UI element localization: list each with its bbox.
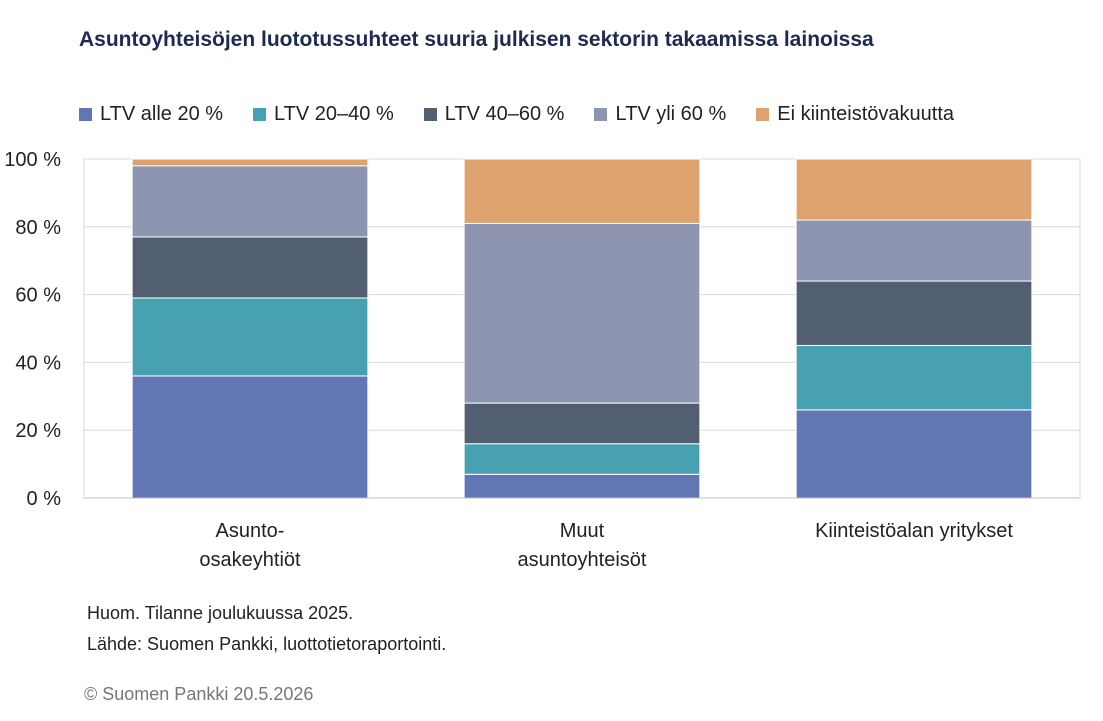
bar-segment [463, 402, 701, 445]
legend-item: LTV yli 60 % [594, 103, 726, 126]
x-category-label: Muut asuntoyhteisöt [518, 520, 647, 571]
legend-item: Ei kiinteistövakuutta [756, 103, 954, 126]
y-tick-label: 40 % [15, 352, 61, 374]
y-tick-label: 0 % [27, 488, 62, 510]
legend-label: LTV 40–60 % [444, 102, 565, 125]
legend-item: LTV 20–40 % [253, 103, 394, 126]
legend-label: LTV 20–40 % [274, 102, 394, 125]
legend-item: LTV alle 20 % [79, 103, 223, 126]
legend-label: LTV alle 20 % [100, 102, 224, 125]
legend-swatch [423, 107, 437, 121]
legend-swatch [594, 107, 608, 121]
y-tick-label: 80 % [15, 217, 61, 239]
chart-title: Asuntoyhteisöjen luototussuhteet suuria … [79, 28, 874, 51]
bar-segment [463, 443, 701, 475]
legend-swatch [79, 107, 92, 121]
y-tick-label: 60 % [15, 285, 61, 307]
legend-label: LTV yli 60 % [615, 102, 727, 125]
bar-segment [131, 158, 369, 167]
y-tick-label: 100 % [4, 149, 61, 171]
bar-segment [463, 222, 701, 404]
y-tick-label: 20 % [15, 420, 61, 442]
x-category-label: Asunto-osakeyhtiöt [199, 520, 301, 571]
x-category-label: Kiinteistöalan yritykset [815, 520, 1013, 542]
bar-segment [131, 297, 369, 377]
bar-segment [795, 280, 1033, 346]
bar-segment [795, 344, 1033, 411]
bar-segment [795, 158, 1033, 221]
bar-segment [795, 219, 1033, 282]
legend-label: Ei kiinteistövakuutta [777, 102, 955, 125]
bar-segment [131, 236, 369, 299]
copyright-text: © Suomen Pankki 20.5.2026 [84, 684, 314, 704]
legend-swatch [756, 107, 770, 121]
source-text: Lähde: Suomen Pankki, luottotietoraporto… [87, 634, 447, 654]
bar-segment [795, 409, 1033, 499]
bar-segment [131, 165, 369, 238]
stacked-bar-chart: 0 % 20 % 40 % 60 % 80 % 100 % Asunto-osakeyhti… [4, 149, 1081, 571]
legend-item: LTV 40–60 % [423, 102, 565, 126]
bar-segment [463, 158, 701, 224]
legend-swatch [253, 107, 267, 121]
note-text: Huom. Tilanne joulukuussa 2025. [87, 603, 354, 623]
chart-legend: LTV alle 20 % LTV 20–40 % LTV 40–60 % LTV y… [79, 100, 954, 128]
bar-segment [463, 473, 701, 499]
bar-segment [131, 375, 369, 499]
